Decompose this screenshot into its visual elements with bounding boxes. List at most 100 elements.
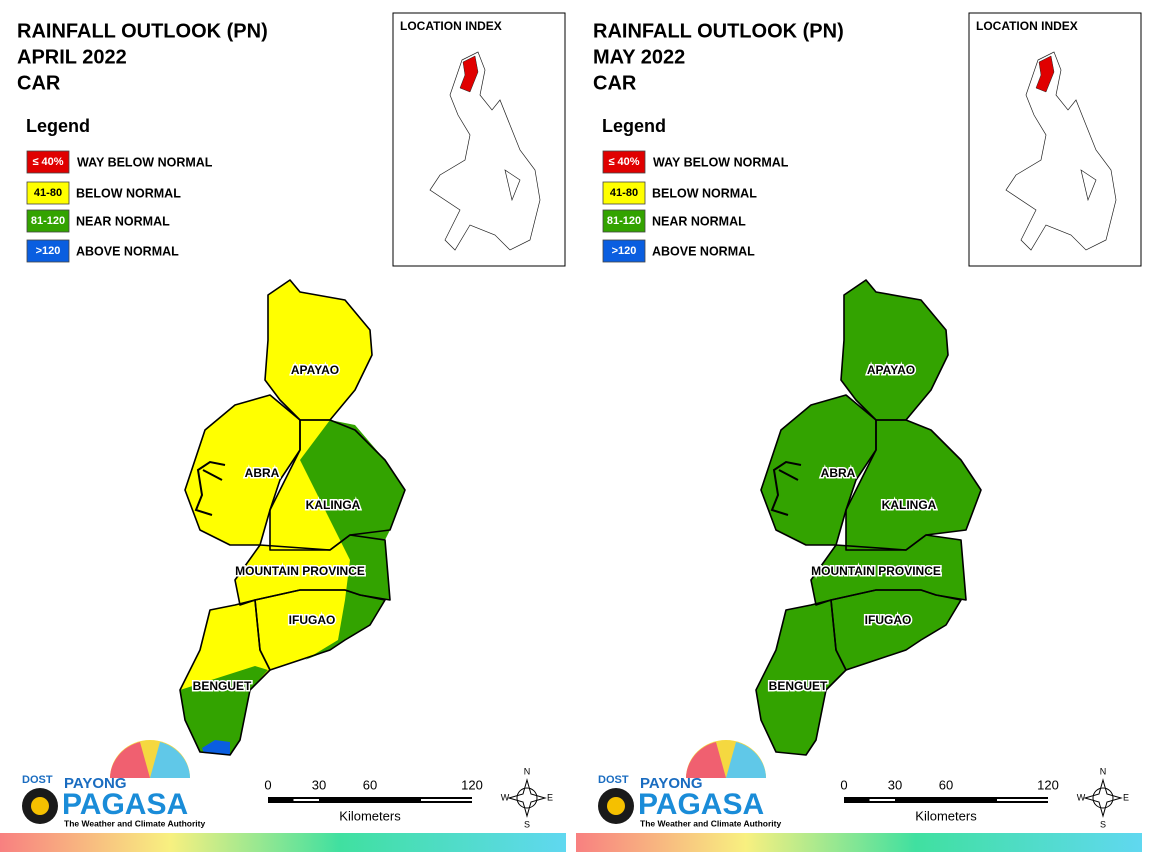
province-shape bbox=[846, 420, 981, 550]
province-shape bbox=[841, 280, 948, 420]
title-line: RAINFALL OUTLOOK (PN) bbox=[593, 20, 844, 42]
logo-pagasa: PAGASA bbox=[62, 788, 188, 821]
scale-unit: Kilometers bbox=[339, 808, 401, 823]
legend-swatch bbox=[26, 150, 70, 174]
province-label: MOUNTAIN PROVINCE bbox=[811, 564, 941, 578]
inset-title: LOCATION INDEX bbox=[976, 19, 1078, 33]
legend-swatch bbox=[602, 150, 646, 174]
scale-tick-label: 0 bbox=[264, 777, 271, 792]
compass-letter: S bbox=[524, 819, 530, 829]
logo-pagasa: PAGASA bbox=[638, 788, 764, 821]
province-shape bbox=[265, 280, 372, 420]
compass-ring bbox=[516, 787, 538, 809]
scale-tick-label: 120 bbox=[461, 777, 483, 792]
province-border bbox=[179, 599, 271, 756]
legend-swatch bbox=[26, 209, 70, 233]
compass-letter: N bbox=[524, 766, 531, 776]
legend-title: Legend bbox=[602, 116, 666, 136]
province-border bbox=[840, 279, 949, 421]
footer-bar bbox=[0, 833, 566, 852]
inset-highlight bbox=[1035, 55, 1055, 93]
legend-swatch bbox=[602, 181, 646, 205]
province-label: APAYAO bbox=[867, 363, 915, 377]
scale-segment bbox=[997, 799, 1048, 801]
province-shape bbox=[761, 395, 876, 545]
compass-ring bbox=[1092, 787, 1114, 809]
inset-frame bbox=[968, 12, 1142, 267]
province-shape bbox=[756, 600, 846, 755]
legend-swatch-text: 41-80 bbox=[34, 187, 62, 199]
province-label: BENGUET bbox=[769, 679, 828, 693]
province-label: MOUNTAIN PROVINCE bbox=[235, 564, 365, 578]
inset-outline bbox=[1005, 51, 1117, 251]
scale-unit: Kilometers bbox=[915, 808, 977, 823]
legend-swatch-text: >120 bbox=[612, 245, 637, 257]
inset-frame bbox=[392, 12, 566, 267]
province-label: IFUGAO bbox=[865, 613, 912, 627]
legend-label: BELOW NORMAL bbox=[652, 186, 757, 200]
compass-rose bbox=[1083, 778, 1123, 818]
province-label: BENGUET bbox=[193, 679, 252, 693]
title-line: MAY 2022 bbox=[593, 46, 685, 68]
logo-tagline: The Weather and Climate Authority bbox=[640, 818, 781, 828]
compass-rose bbox=[507, 778, 547, 818]
logo-payong: PAYONG bbox=[640, 775, 703, 792]
legend-label: NEAR NORMAL bbox=[76, 214, 170, 228]
legend-swatch-text: ≤ 40% bbox=[608, 156, 639, 168]
inset-title: LOCATION INDEX bbox=[400, 19, 502, 33]
umbrella-left bbox=[686, 742, 726, 778]
legend-swatch-text: 41-80 bbox=[610, 187, 638, 199]
legend-label: WAY BELOW NORMAL bbox=[653, 155, 789, 169]
legend-label: BELOW NORMAL bbox=[76, 186, 181, 200]
outlook-zone bbox=[180, 666, 268, 755]
legend-swatch bbox=[26, 181, 70, 205]
inset-outline bbox=[429, 51, 541, 251]
province-shape bbox=[185, 395, 300, 545]
province-border bbox=[264, 279, 373, 421]
scale-segment bbox=[421, 799, 472, 801]
title-line: CAR bbox=[593, 72, 637, 94]
scale-segment bbox=[869, 799, 895, 801]
compass-letter: E bbox=[547, 792, 553, 802]
logo-payong: PAYONG bbox=[64, 775, 127, 792]
province-label: ABRA bbox=[245, 466, 280, 480]
scale-segment bbox=[293, 799, 319, 801]
legend-title: Legend bbox=[26, 116, 90, 136]
title-line: RAINFALL OUTLOOK (PN) bbox=[17, 20, 268, 42]
compass-letter: N bbox=[1100, 766, 1107, 776]
legend-swatch bbox=[602, 209, 646, 233]
umbrella-right bbox=[150, 742, 190, 778]
umbrella-right bbox=[726, 742, 766, 778]
province-border bbox=[755, 599, 847, 756]
logo-tagline: The Weather and Climate Authority bbox=[64, 818, 205, 828]
logo-dost: DOST bbox=[22, 774, 53, 786]
scale-tick-label: 60 bbox=[363, 777, 377, 792]
scale-tick-label: 30 bbox=[312, 777, 326, 792]
province-label: APAYAO bbox=[291, 363, 339, 377]
logo-seal-inner bbox=[31, 797, 49, 815]
panel: RAINFALL OUTLOOK (PN) MAY 2022 CAR Legend ≤ … bbox=[576, 12, 1142, 852]
footer-bar bbox=[576, 833, 1142, 852]
compass-letter: S bbox=[1100, 819, 1106, 829]
scale-tick-label: 120 bbox=[1037, 777, 1059, 792]
scale-tick-label: 30 bbox=[888, 777, 902, 792]
province-label: KALINGA bbox=[306, 498, 361, 512]
legend-swatch-text: 81-120 bbox=[31, 215, 65, 227]
scale-tick-label: 60 bbox=[939, 777, 953, 792]
province-label: KALINGA bbox=[882, 498, 937, 512]
title-line: APRIL 2022 bbox=[17, 46, 127, 68]
province-shape bbox=[811, 535, 966, 605]
compass-letter: W bbox=[1077, 792, 1086, 802]
outlook-zone bbox=[300, 420, 405, 660]
legend-swatch-text: >120 bbox=[36, 245, 61, 257]
scale-bar bbox=[268, 797, 472, 803]
legend-swatch bbox=[26, 239, 70, 263]
legend-label: ABOVE NORMAL bbox=[652, 244, 755, 258]
logo-seal-inner bbox=[607, 797, 625, 815]
province-label: ABRA bbox=[821, 466, 856, 480]
umbrella-left bbox=[110, 742, 150, 778]
legend-swatch bbox=[602, 239, 646, 263]
title-line: CAR bbox=[17, 72, 61, 94]
river bbox=[770, 460, 802, 516]
